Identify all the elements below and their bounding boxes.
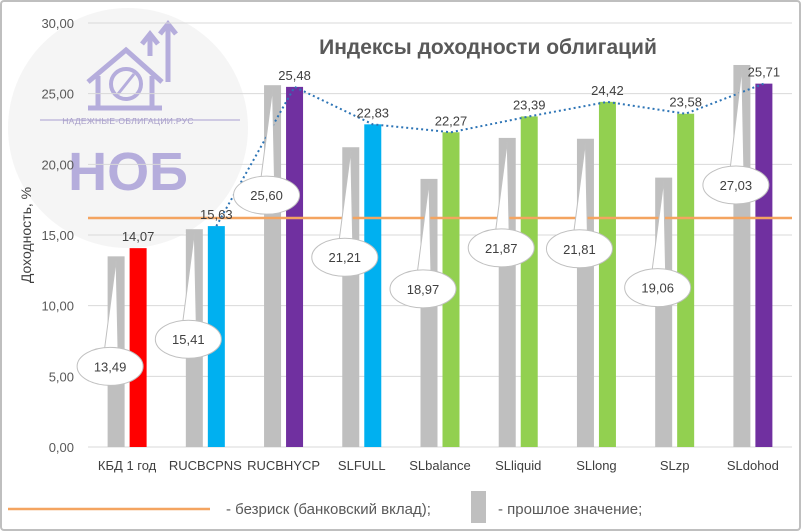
callout-value: 13,49 xyxy=(94,359,127,374)
callout-previous: 18,97 xyxy=(389,182,457,309)
value-label-current: 22,83 xyxy=(357,105,390,120)
callout-previous: 21,81 xyxy=(545,142,613,269)
category-label: RUCBCPNS xyxy=(169,458,242,473)
callout-previous: 27,03 xyxy=(702,68,770,205)
value-label-current: 25,48 xyxy=(278,68,311,83)
callout-previous: 19,06 xyxy=(624,181,692,308)
y-tick-label: 10,00 xyxy=(41,299,74,314)
legend-previous-swatch xyxy=(471,491,486,523)
category-labels: КБД 1 год RUCBCPNS RUCBHYCP SLFULL SLbalance… xyxy=(98,458,779,473)
callout-bubble xyxy=(233,175,301,215)
category-label: КБД 1 год xyxy=(98,458,157,473)
callout-value: 21,87 xyxy=(485,241,518,256)
logo-site-text: НАДЕЖНЫЕ-ОБЛИГАЦИИ.РУС xyxy=(62,116,194,126)
house-percent-icon xyxy=(86,19,178,111)
callout-previous: 25,60 xyxy=(233,89,301,215)
trend-dotted-line xyxy=(215,82,765,227)
callout-bubble xyxy=(311,237,379,277)
value-label-current: 23,58 xyxy=(669,95,702,110)
value-label-current: 22,27 xyxy=(435,113,468,128)
y-tick-label: 25,00 xyxy=(41,87,74,102)
logo-background-circle xyxy=(8,8,248,248)
bar-current xyxy=(598,101,616,447)
callout-previous: 15,41 xyxy=(154,233,222,359)
callout-bubble xyxy=(624,268,692,308)
bar-current xyxy=(286,86,304,448)
callout-bubble xyxy=(154,319,222,359)
callout-value: 18,97 xyxy=(407,282,440,297)
value-label-current: 15,63 xyxy=(200,207,233,222)
callout-previous: 21,87 xyxy=(467,141,535,268)
callout-value: 19,06 xyxy=(641,281,674,296)
bar-current xyxy=(520,116,538,448)
current-value-labels: 14,07 15,63 25,48 22,83 22,27 23,39 24,42 23,58… xyxy=(122,65,780,245)
category-label: SLbalance xyxy=(409,458,470,473)
callout-value: 27,03 xyxy=(720,178,753,193)
value-label-current: 23,39 xyxy=(513,97,546,112)
chart-title: Индексы доходности облигаций xyxy=(319,36,657,59)
legend: - безриск (банковский вклад); - прошлое … xyxy=(8,491,642,523)
callout-bubble xyxy=(389,269,457,309)
callout-value: 15,41 xyxy=(172,332,205,347)
category-label: SLFULL xyxy=(338,458,386,473)
callout-value: 21,21 xyxy=(329,250,362,265)
y-tick-label: 15,00 xyxy=(41,228,74,243)
legend-riskfree-label: - безриск (банковский вклад); xyxy=(226,501,431,518)
legend-previous-label: - прошлое значение; xyxy=(498,501,642,518)
category-label: SLzp xyxy=(660,458,690,473)
trend-line xyxy=(215,82,765,227)
y-tick-label: 0,00 xyxy=(49,440,74,455)
y-tick-label: 5,00 xyxy=(49,369,74,384)
value-label-current: 14,07 xyxy=(122,229,155,244)
y-tick-label: 20,00 xyxy=(41,157,74,172)
category-label: SLlong xyxy=(576,458,616,473)
y-tick-label: 30,00 xyxy=(41,16,74,31)
callout-bubble xyxy=(76,346,144,386)
callout-previous: 21,21 xyxy=(311,151,379,277)
callout-previous: 13,49 xyxy=(76,260,144,386)
callout-bubble xyxy=(467,228,535,268)
callout-bubble xyxy=(702,165,770,205)
value-label-current: 24,42 xyxy=(591,83,624,98)
category-label: RUCBHYCP xyxy=(247,458,320,473)
callout-bubble xyxy=(545,229,613,269)
watermark-logo: НАДЕЖНЫЕ-ОБЛИГАЦИИ.РУС НОБ xyxy=(8,8,248,248)
logo-abbr-text: НОБ xyxy=(68,142,188,202)
y-axis-label: Доходность, % xyxy=(18,187,34,283)
callout-value: 25,60 xyxy=(250,188,283,203)
category-label: SLdohod xyxy=(727,458,779,473)
bar-current xyxy=(129,248,147,447)
title-background xyxy=(295,30,685,64)
previous-value-callouts: 13,49 15,41 25,60 21,21 18,97 21,87 21,81 19,06… xyxy=(76,68,770,386)
bar-current xyxy=(364,124,382,447)
bar-current xyxy=(755,83,773,447)
y-axis-ticks: 0,00 5,00 10,00 15,00 20,00 25,00 30,00 xyxy=(41,16,74,455)
value-label-current: 25,71 xyxy=(748,65,781,80)
category-label: SLliquid xyxy=(495,458,541,473)
callout-value: 21,81 xyxy=(563,242,596,257)
